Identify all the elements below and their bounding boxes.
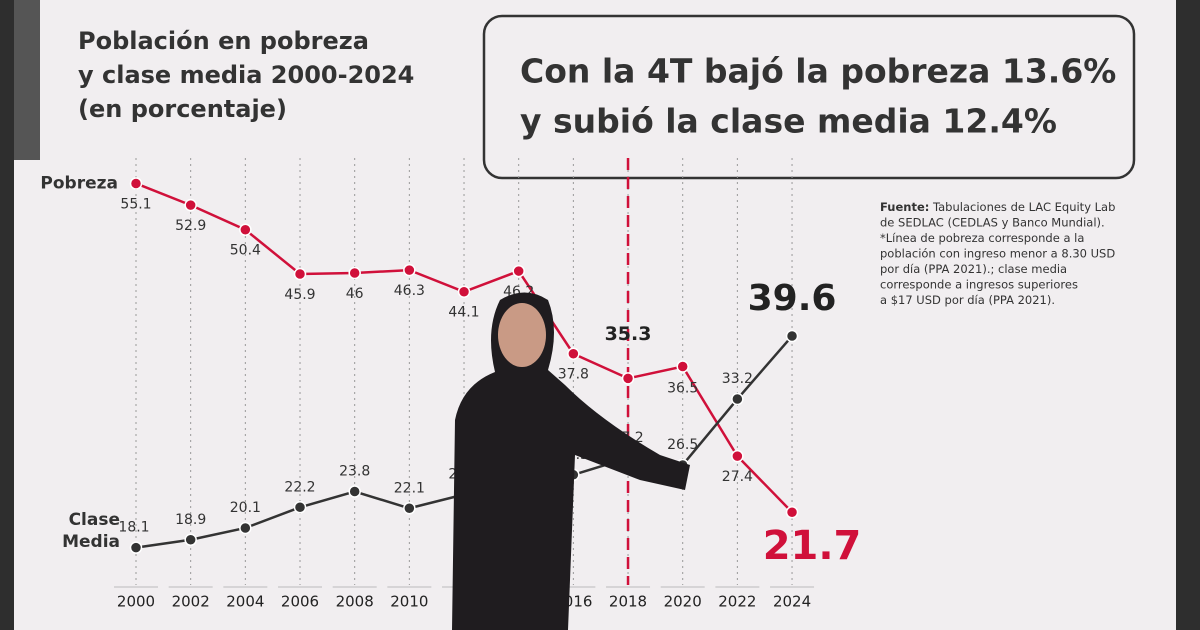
- x-tick-label: 2018: [609, 593, 647, 611]
- data-label: 50.4: [230, 243, 261, 259]
- data-label: 33.2: [722, 371, 753, 387]
- legend-word: Clase: [69, 510, 120, 530]
- x-tick-label: 2008: [336, 593, 374, 611]
- data-label: 36.5: [667, 381, 698, 397]
- note-lead: Fuente:: [880, 200, 929, 214]
- data-label: 22.1: [394, 480, 425, 496]
- x-tick-label: 2006: [281, 593, 319, 611]
- data-point: [239, 223, 252, 236]
- data-point: [129, 177, 143, 190]
- data-label: 55.1: [120, 196, 151, 212]
- headline: Con la 4T bajó la pobreza 13.6%: [520, 52, 1116, 91]
- data-label: 52.9: [175, 218, 206, 234]
- note-line: población con ingreso menor a 8.30 USD: [880, 246, 1115, 260]
- data-point: [785, 329, 799, 343]
- data-label: 39.6: [748, 278, 837, 319]
- note-line: por día (PPA 2021).; clase media: [880, 262, 1067, 276]
- headline-box: [482, 14, 1136, 180]
- note-line: *Línea de pobreza corresponde a la: [880, 231, 1084, 245]
- data-label: 44.1: [448, 305, 479, 321]
- chart-title: (en porcentaje): [78, 95, 287, 123]
- data-point: [293, 501, 307, 514]
- data-point: [184, 198, 197, 212]
- data-point: [403, 263, 416, 277]
- note-line: corresponde a ingresos superiores: [880, 277, 1078, 291]
- presenter-face: [498, 303, 546, 367]
- data-label: 23.8: [339, 464, 370, 480]
- x-tick-label: 2004: [226, 593, 264, 611]
- chart-title: Población en pobreza: [78, 27, 369, 55]
- legend-label: Pobreza: [40, 173, 118, 193]
- data-point: [785, 505, 799, 519]
- presenter: [452, 292, 690, 630]
- screen-edge: [14, 0, 40, 160]
- data-label: 46: [346, 286, 364, 302]
- data-label: 18.1: [118, 520, 149, 536]
- data-point: [129, 541, 143, 554]
- data-label: 37.8: [558, 367, 589, 383]
- data-label: 27.4: [722, 469, 753, 485]
- x-tick-label: 2024: [773, 593, 811, 611]
- x-tick-label: 2022: [718, 593, 756, 611]
- data-label: 22.2: [284, 479, 315, 495]
- note-line: de SEDLAC (CEDLAS y Banco Mundial).: [880, 215, 1105, 229]
- data-label: 35.3: [605, 323, 652, 345]
- screen: [14, 0, 1176, 630]
- legend-label: Clase Media: [62, 510, 120, 552]
- data-label: 46.3: [394, 283, 425, 299]
- data-label: 18.9: [175, 512, 206, 528]
- legend-word: Media: [62, 532, 120, 552]
- data-label: 26.5: [667, 437, 698, 453]
- data-point: [512, 264, 525, 278]
- data-point: [184, 533, 197, 547]
- data-point: [457, 285, 471, 298]
- data-point: [403, 502, 416, 515]
- data-point: [239, 521, 252, 535]
- data-point: [621, 372, 635, 385]
- note-line: a $17 USD por día (PPA 2021).: [880, 293, 1055, 307]
- x-tick-label: 2000: [117, 593, 155, 611]
- note-line: Tabulaciones de LAC Equity Lab: [929, 200, 1115, 214]
- data-point: [348, 485, 361, 498]
- x-tick-label: 2002: [172, 593, 210, 611]
- headline: y subió la clase media 12.4%: [520, 102, 1057, 141]
- data-label: 45.9: [284, 287, 315, 303]
- data-point: [676, 360, 689, 373]
- data-label: 20.1: [230, 500, 261, 516]
- chart-title: y clase media 2000-2024: [78, 61, 414, 89]
- data-point: [348, 266, 361, 280]
- data-label: 21.7: [763, 523, 862, 569]
- data-point: [731, 449, 744, 463]
- x-tick-label: 2020: [664, 593, 702, 611]
- source-note: Fuente: Tabulaciones de LAC Equity Lab de…: [880, 200, 1115, 307]
- x-tick-label: 2010: [390, 593, 428, 611]
- data-point: [293, 267, 307, 281]
- data-point: [731, 392, 744, 406]
- data-point: [567, 347, 580, 360]
